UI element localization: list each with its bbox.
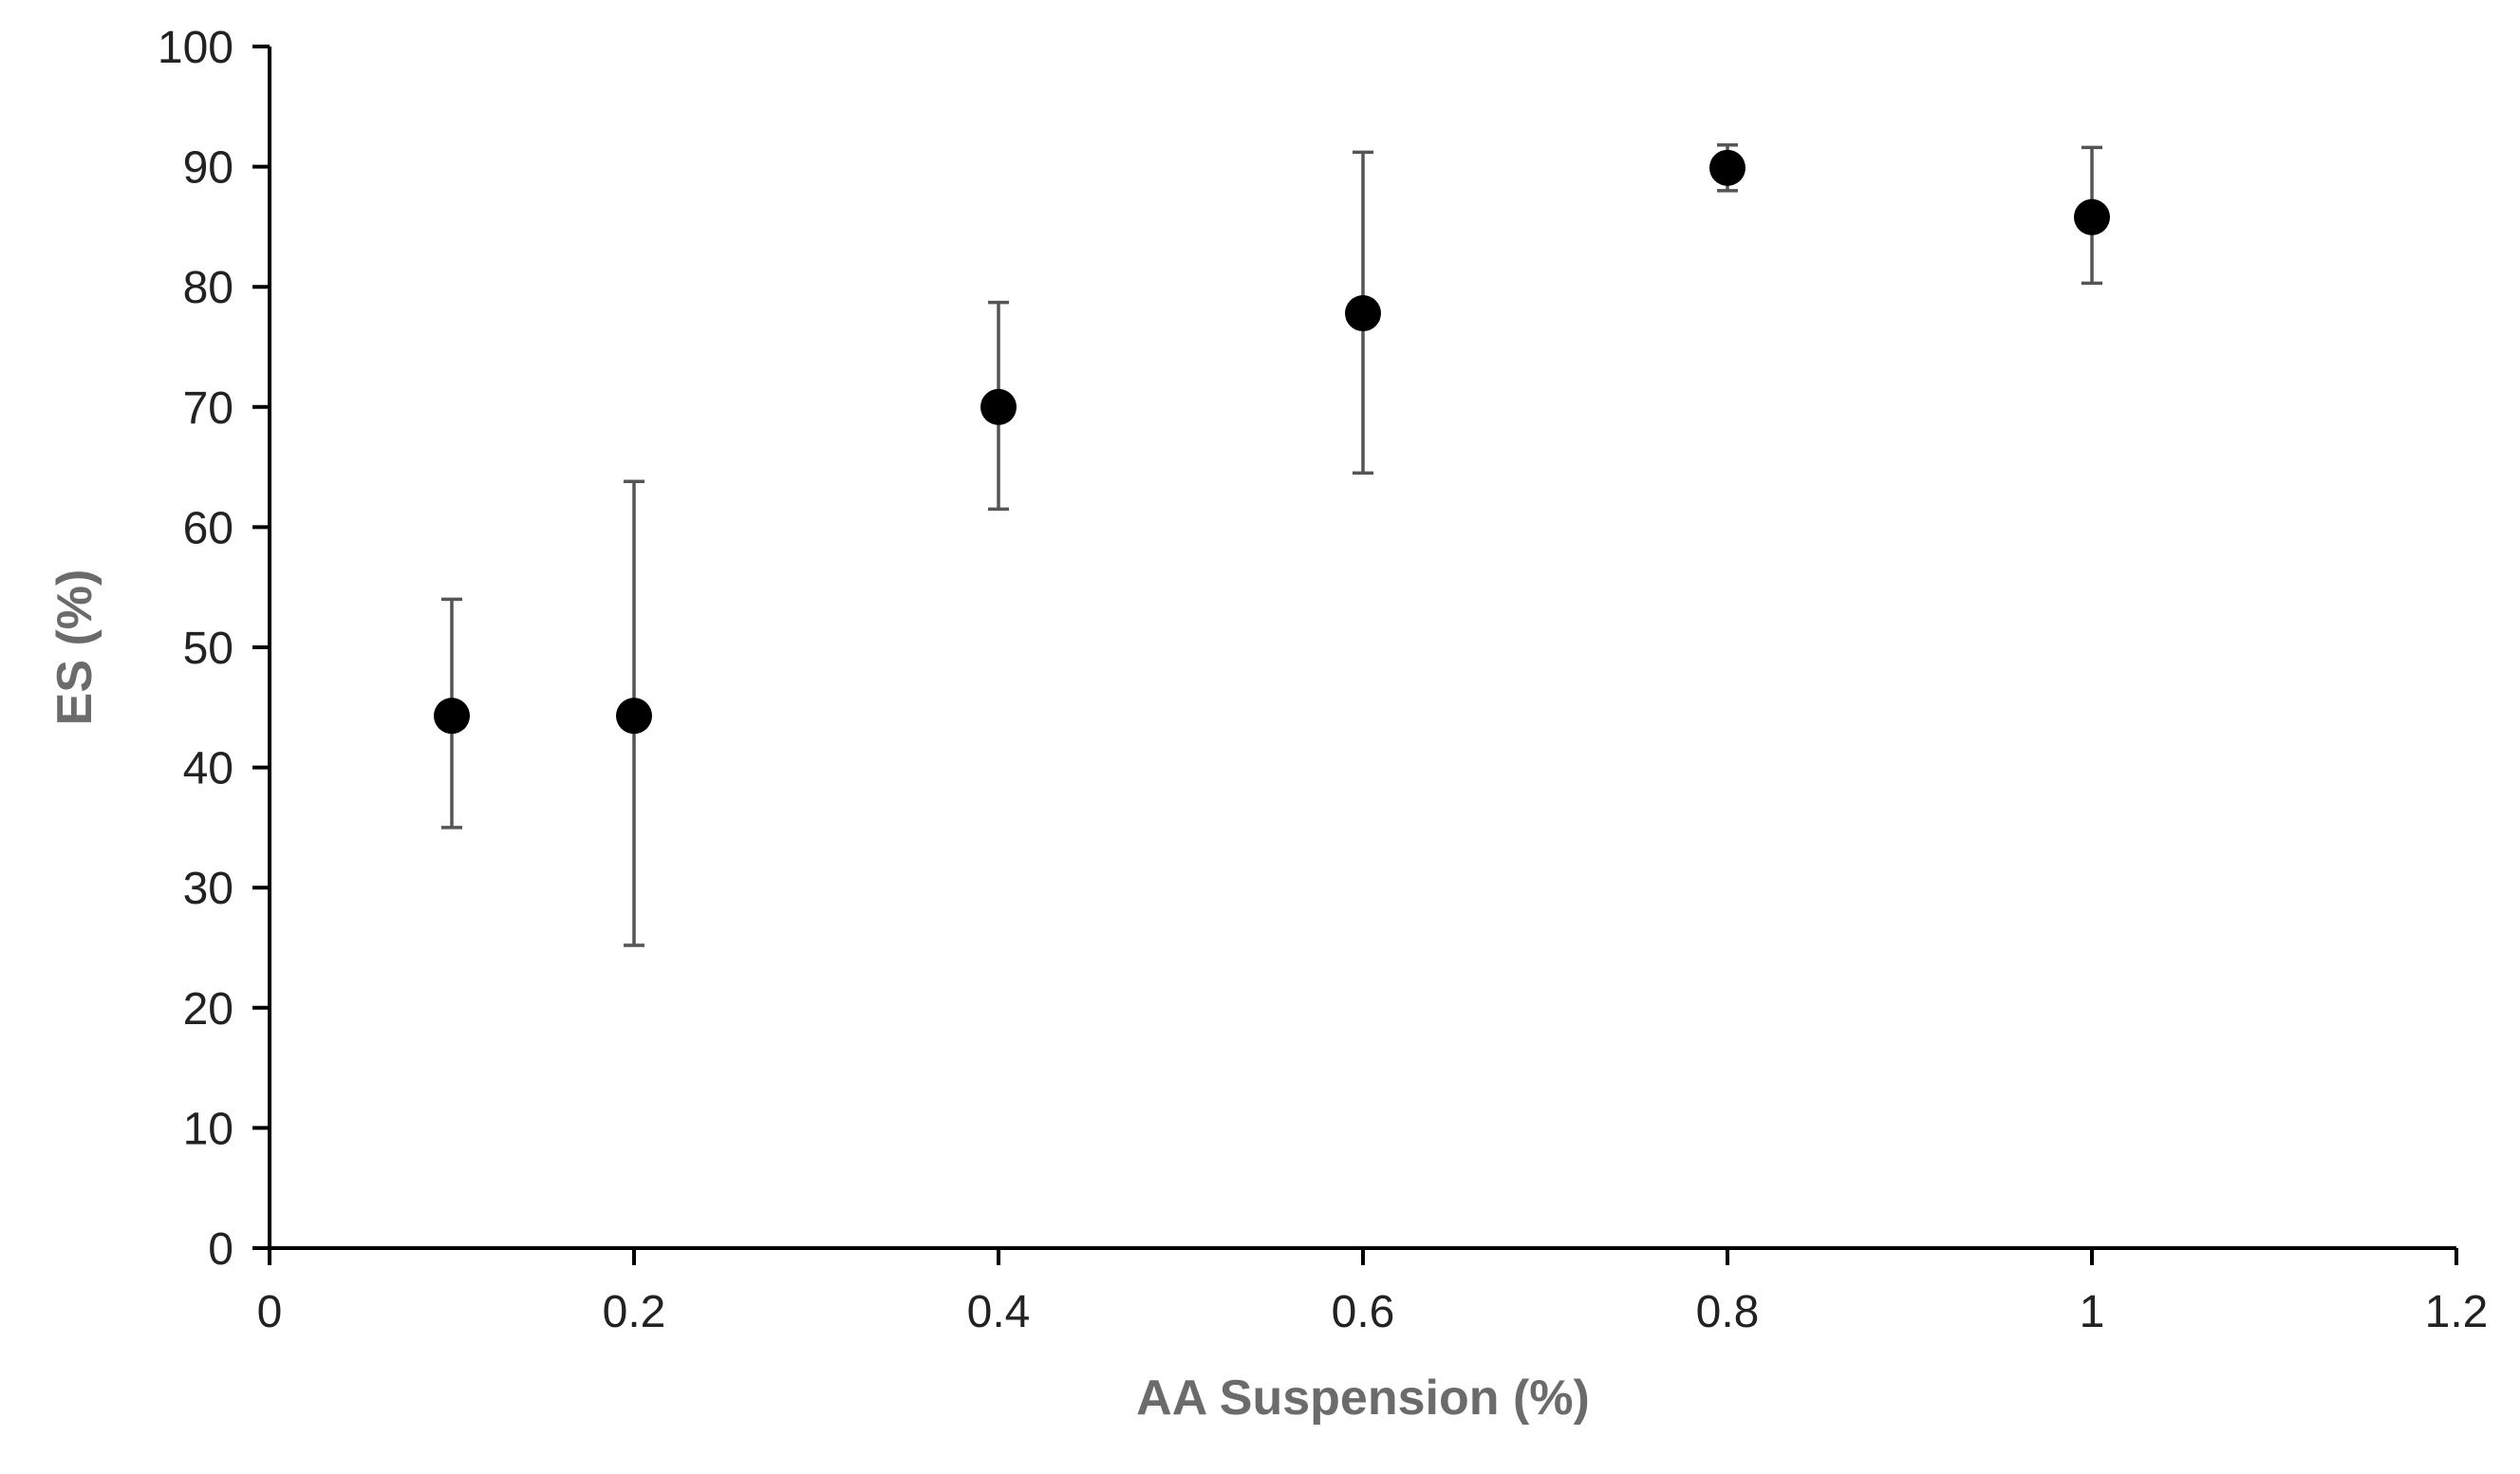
y-axis-ticks: 0 10 20 30 40 50 60 70 80 90 100 [158,23,270,1275]
y-tick-label: 30 [183,864,233,914]
x-tick-label: 0.4 [967,1287,1031,1337]
data-point [1709,149,1745,186]
error-bars [441,143,2102,947]
y-tick-label: 10 [183,1104,233,1154]
plot-area: 0 10 20 30 40 50 60 70 80 90 100 0 0.2 0.4 0.6 0.8 1 1.2 [158,23,2488,1337]
data-point [1345,295,1381,332]
y-tick-label: 60 [183,503,233,553]
x-axis-ticks: 0 0.2 0.4 0.6 0.8 1 1.2 [257,1248,2489,1337]
x-tick-label: 0.2 [603,1287,666,1337]
data-point [434,698,470,735]
x-tick-label: 0 [257,1287,283,1337]
x-axis-title: AA Suspension (%) [1136,1371,1590,1426]
y-axis-title: ES (%) [47,569,103,726]
y-tick-label: 90 [183,143,233,194]
y-tick-label: 0 [208,1224,233,1275]
data-points [434,149,2110,735]
y-tick-label: 20 [183,984,233,1035]
x-tick-label: 1.2 [2425,1287,2489,1337]
y-tick-label: 50 [183,624,233,674]
data-point [2074,198,2110,235]
data-point [980,388,1017,425]
y-tick-label: 70 [183,383,233,434]
x-tick-label: 0.8 [1696,1287,1760,1337]
x-tick-label: 0.6 [1332,1287,1395,1337]
x-tick-label: 1 [2080,1287,2105,1337]
y-tick-label: 40 [183,744,233,794]
data-point [616,698,652,735]
y-tick-label: 100 [158,23,233,73]
y-tick-label: 80 [183,263,233,313]
